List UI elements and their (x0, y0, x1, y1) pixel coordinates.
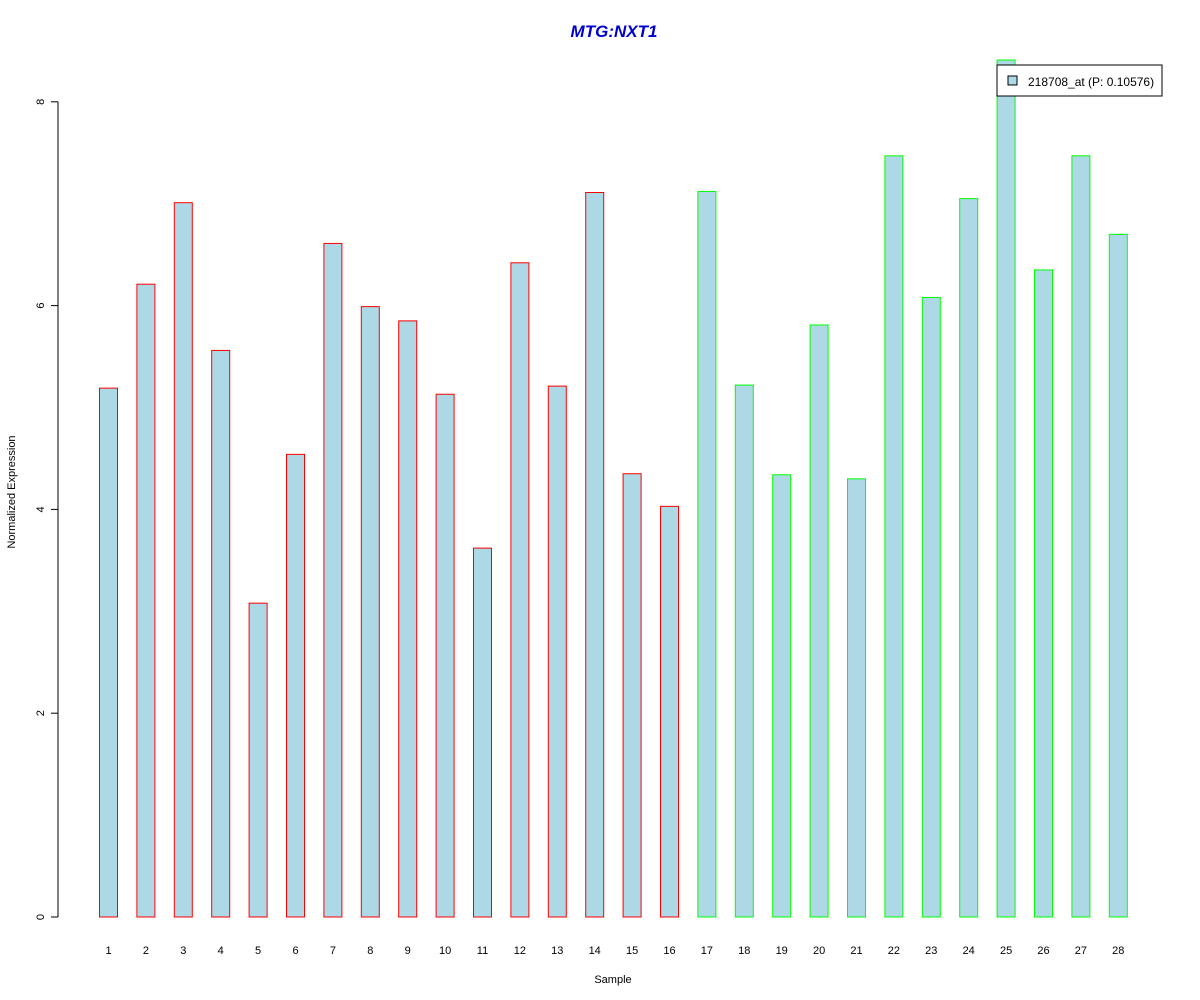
x-tick-label: 13 (551, 945, 563, 957)
x-tick-label: 7 (330, 945, 336, 957)
legend-label: 218708_at (P: 0.10576) (1028, 75, 1154, 89)
x-tick-label: 6 (292, 945, 298, 957)
x-tick-label: 12 (514, 945, 526, 957)
x-tick-label: 10 (439, 945, 451, 957)
x-tick-label: 27 (1075, 945, 1087, 957)
bar (435, 393, 455, 918)
x-tick-label: 2 (143, 945, 149, 957)
x-tick-label: 25 (1000, 945, 1012, 957)
bar (1071, 155, 1091, 918)
bar (622, 473, 642, 918)
x-tick-label: 3 (180, 945, 186, 957)
y-tick-label: 8 (35, 99, 47, 105)
x-tick-label: 28 (1112, 945, 1124, 957)
x-tick-label: 4 (218, 945, 224, 957)
legend-box (996, 64, 1163, 97)
x-tick-label: 16 (663, 945, 675, 957)
x-tick-label: 21 (850, 945, 862, 957)
bar (510, 262, 530, 918)
x-tick-label: 23 (925, 945, 937, 957)
y-axis: 0 2 4 6 8 (35, 99, 59, 920)
bar (547, 385, 567, 918)
x-tick-label: 11 (477, 945, 488, 957)
bar (248, 602, 268, 918)
bar (585, 191, 605, 918)
bar (697, 190, 717, 918)
bar (884, 155, 904, 918)
legend: 218708_at (P: 0.10576) (996, 64, 1163, 97)
bar (286, 453, 305, 918)
x-tick-label: 5 (255, 945, 261, 957)
x-tick-label: 26 (1037, 945, 1049, 957)
bar (323, 242, 343, 918)
bar (136, 283, 156, 918)
bar (996, 59, 1016, 918)
bar (1108, 233, 1128, 918)
x-tick-label: 19 (776, 945, 788, 957)
x-axis-label: Sample (594, 974, 631, 986)
x-tick-label: 1 (105, 945, 111, 957)
bar (1034, 269, 1053, 918)
bar (959, 198, 979, 918)
y-tick-label: 0 (35, 914, 47, 920)
x-tick-label: 15 (626, 945, 638, 957)
bar (660, 505, 679, 918)
y-tick-label: 2 (35, 710, 47, 716)
y-tick-label: 4 (35, 506, 47, 512)
y-axis-label: Normalized Expression (6, 435, 18, 548)
x-tick-label: 22 (888, 945, 900, 957)
x-tick-label: 20 (813, 945, 825, 957)
bar (473, 547, 492, 918)
bar (360, 306, 380, 918)
x-tick-label: 24 (963, 945, 975, 957)
bars (99, 59, 1128, 918)
bar (173, 202, 193, 918)
legend-swatch (1007, 75, 1018, 86)
x-tick-labels: 1 2 3 4 5 6 7 8 9 10 11 12 13 14 15 16 17 18 19 20 21 22 23 24 2… (105, 945, 1124, 957)
chart-title: MTG:NXT1 (571, 22, 658, 41)
bar (847, 478, 866, 918)
x-tick-label: 9 (405, 945, 411, 957)
x-tick-label: 17 (701, 945, 713, 957)
bar (99, 387, 118, 918)
x-tick-label: 14 (589, 945, 601, 957)
bar (921, 296, 941, 918)
bar (809, 324, 829, 918)
y-tick-label: 6 (35, 303, 47, 309)
x-tick-label: 8 (367, 945, 373, 957)
x-tick-label: 18 (738, 945, 750, 957)
bar (211, 349, 231, 918)
bar (734, 384, 754, 918)
bar (772, 474, 792, 918)
bar (398, 320, 418, 918)
